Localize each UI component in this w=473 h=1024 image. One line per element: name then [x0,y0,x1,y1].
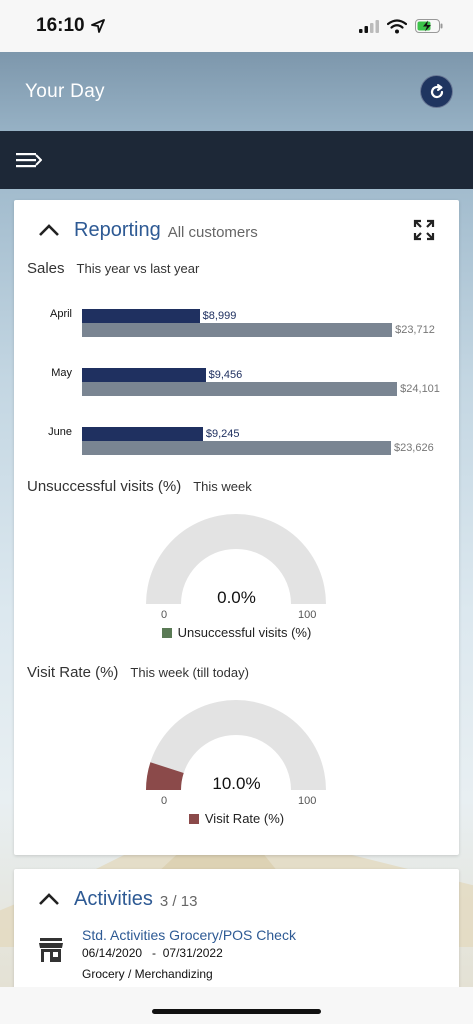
activities-count: 3 / 13 [159,892,198,910]
app-header: Your Day [0,52,473,131]
sales-section-title: Sales This year vs last year [27,260,199,277]
reporting-title: Reporting [74,218,161,241]
status-time: 16:10 [36,15,105,37]
activity-name: Std. Activities Grocery/POS Check [82,927,296,943]
sales-bar-last-year[interactable] [82,323,393,337]
wifi-icon [387,18,407,33]
expand-icon[interactable] [413,219,435,241]
home-indicator-bar [0,987,473,1024]
unsuccessful-title: Unsuccessful visits (%) [27,478,182,495]
activity-dates: 06/14/2020 - 07/31/2022 [82,946,223,960]
visit-rate-subtitle: This week (till today) [130,665,249,680]
reporting-card: Reporting All customers Sales This year v… [14,200,459,855]
activities-card: Activities 3 / 13 Std. Activities Grocer… [14,869,459,999]
refresh-icon [430,83,443,98]
unsuccessful-gauge-max: 100 [298,609,317,621]
visit-rate-gauge-min: 0 [161,795,168,807]
chevron-up-icon[interactable] [38,892,60,906]
visit-rate-gauge-track [146,700,326,790]
nav-bar [0,131,473,189]
battery-charging-icon [415,19,443,33]
unsuccessful-legend: Unsuccessful visits (%) [14,625,459,640]
activities-header[interactable]: Activities 3 / 13 [14,869,459,929]
sales-category-label: April [49,308,72,320]
visit-rate-gauge-max: 100 [298,795,317,807]
unsuccessful-legend-swatch [161,627,172,638]
visit-rate-section-title: Visit Rate (%) This week (till today) [27,664,249,681]
visit-rate-title: Visit Rate (%) [27,664,119,681]
status-bar: 16:10 [0,0,473,52]
page-title: Your Day [25,80,105,102]
home-indicator[interactable] [152,1009,321,1014]
visit-rate-legend-label: Visit Rate (%) [204,811,285,826]
sales-bar-this-year[interactable] [82,368,206,382]
unsuccessful-gauge-arc [146,514,326,604]
activity-category: Grocery / Merchandizing [82,967,213,981]
sales-title: Sales [27,260,65,277]
sales-value-last-year: $23,626 [393,442,434,454]
reporting-subtitle: All customers [167,223,258,241]
activities-title: Activities [74,887,153,910]
sales-category-label: May [51,367,72,379]
reporting-header[interactable]: Reporting All customers [14,200,459,260]
unsuccessful-section-title: Unsuccessful visits (%) This week [27,478,252,495]
sales-bar-this-year[interactable] [82,427,203,441]
activity-item[interactable]: Std. Activities Grocery/POS Check 06/14/… [38,927,296,981]
visit-rate-legend: Visit Rate (%) [14,811,459,826]
sales-value-last-year: $23,712 [395,324,435,336]
visit-rate-gauge-value: 10.0% [212,774,261,793]
unsuccessful-gauge-track [146,514,326,604]
unsuccessful-gauge-min: 0 [161,609,168,621]
unsuccessful-gauge: 0.0% 0 100 Unsuccessful visits (%) [14,512,459,642]
store-icon [39,938,63,962]
visit-rate-gauge-fill [146,762,184,790]
chevron-up-icon[interactable] [38,223,60,237]
sales-value-last-year: $24,101 [400,383,440,395]
sales-value-this-year: $9,456 [208,369,243,381]
unsuccessful-gauge-value: 0.0% [217,588,256,607]
sales-value-this-year: $9,245 [205,428,240,440]
sales-category-label: June [48,426,72,438]
unsuccessful-subtitle: This week [193,479,252,494]
refresh-button[interactable] [420,75,453,108]
visit-rate-gauge-arc [146,700,326,790]
sales-subtitle: This year vs last year [76,261,200,276]
visit-rate-legend-swatch [188,813,199,824]
menu-icon[interactable] [16,151,42,169]
signal-icon [359,19,379,33]
sales-bar-chart: April $8,999 $23,712 May $9,456 $24,101 June $9… [14,292,459,462]
sales-bar-last-year[interactable] [82,441,391,455]
unsuccessful-legend-label: Unsuccessful visits (%) [177,625,312,640]
sales-bar-last-year[interactable] [82,382,398,396]
visit-rate-gauge: 10.0% 0 100 Visit Rate (%) [14,698,459,828]
sales-bar-this-year[interactable] [82,309,200,323]
sales-value-this-year: $8,999 [202,310,237,322]
location-arrow-icon [90,19,105,33]
